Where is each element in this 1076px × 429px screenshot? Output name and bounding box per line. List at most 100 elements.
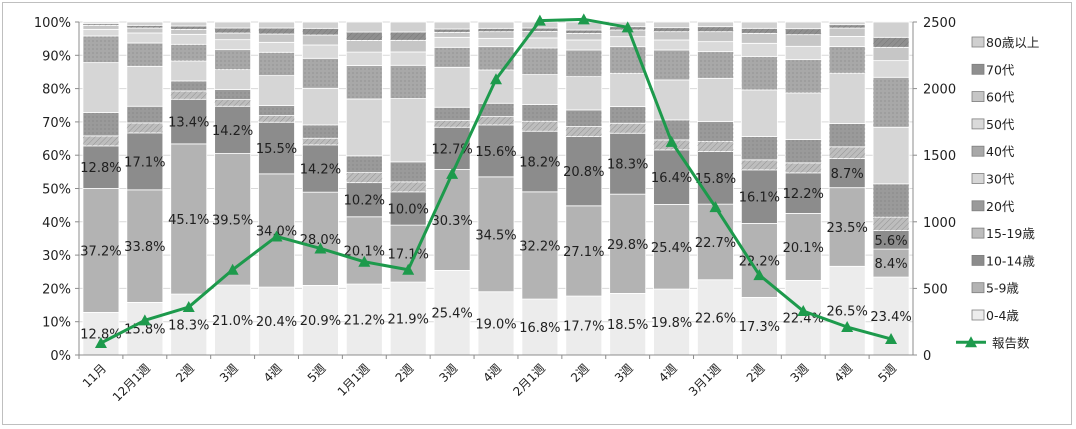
left-tick-label: 100% [34, 16, 71, 31]
bar-segment [565, 76, 603, 111]
bar-segment [740, 42, 778, 58]
data-label: 20.9% [300, 314, 341, 329]
bar-segment [170, 60, 208, 82]
legend-label: 0-4歳 [986, 308, 1019, 323]
data-label: 15.6% [475, 145, 516, 160]
data-label: 18.3% [607, 158, 648, 173]
bar-segment [170, 33, 208, 45]
bar-segment-pattern [302, 124, 339, 139]
bar-segment-pattern [697, 141, 734, 152]
data-label: 15.8% [695, 172, 736, 187]
bar-segment [565, 136, 603, 207]
data-label: 8.7% [831, 167, 864, 182]
bar-segment [214, 284, 252, 356]
data-label: 20.1% [783, 241, 824, 256]
bar-segment-pattern [697, 51, 734, 79]
bar-segment [433, 36, 471, 48]
left-tick-label: 20% [42, 282, 71, 297]
bar-segment [345, 40, 383, 53]
data-label: 39.5% [212, 213, 253, 228]
bar-segment [82, 28, 120, 37]
bar-segment-pattern [390, 31, 427, 41]
bar-segment-pattern [609, 106, 646, 124]
bar-segment-pattern [565, 109, 602, 127]
bar-segment [345, 98, 383, 157]
bar-segment [784, 45, 822, 61]
bar-segment [126, 21, 164, 26]
bar-segment [697, 41, 734, 53]
bar-segment-pattern [609, 123, 646, 134]
bar-segment [565, 295, 603, 356]
data-label: 8.4% [875, 257, 908, 272]
line-marker [402, 263, 415, 275]
line-marker [182, 301, 195, 313]
bar-segment-pattern [785, 28, 822, 35]
bar-segment-pattern [170, 90, 207, 100]
bar-segment [477, 291, 515, 356]
bar-segment-pattern [390, 181, 427, 192]
bar-segment [697, 203, 734, 281]
data-label: 29.8% [607, 238, 648, 253]
bar-segment [302, 87, 339, 126]
bar-segment [214, 105, 252, 154]
bar-segment-pattern [434, 47, 471, 68]
bar-segment [433, 21, 471, 30]
line-marker [533, 14, 546, 26]
bar-segment-pattern [170, 80, 207, 91]
bar-segment-pattern [478, 46, 514, 70]
data-label: 13.4% [168, 116, 209, 131]
x-tick-label: 4週 [261, 361, 285, 385]
right-tick-label: 1000 [923, 216, 956, 231]
legend-label: 60代 [986, 90, 1015, 105]
bar-segment [872, 60, 910, 78]
legend-swatch [971, 36, 985, 48]
bar-segment [740, 32, 778, 44]
bar-segment-pattern [741, 56, 778, 90]
data-label: 14.2% [212, 124, 253, 139]
line-marker [665, 135, 678, 147]
bar-segment [740, 296, 778, 356]
bar-segment [784, 92, 822, 140]
bar-segment-pattern [565, 126, 602, 137]
bar-segment-pattern [829, 46, 866, 74]
bar-segment-pattern [653, 27, 690, 32]
bar-segment-pattern [258, 52, 295, 76]
bar-segment-pattern [82, 135, 119, 146]
right-tick-label: 0 [923, 349, 931, 364]
bar-segment-pattern [478, 116, 514, 125]
bar-segment [345, 21, 383, 33]
data-label: 22.7% [695, 236, 736, 251]
x-tick-label: 2週 [744, 361, 768, 385]
legend-swatch [971, 309, 985, 321]
bar-segment [345, 182, 383, 218]
data-label: 12.8% [80, 161, 121, 176]
bar-segment [828, 187, 866, 267]
bar-segment [433, 270, 471, 356]
bar-segment-pattern [434, 28, 471, 33]
bar-segment [609, 292, 647, 356]
bar-segment [828, 72, 866, 124]
line-marker [577, 13, 590, 25]
data-label: 17.7% [563, 320, 604, 335]
bar-segment [828, 158, 866, 189]
bar-segment-pattern [521, 47, 558, 75]
right-tick-label: 2500 [923, 16, 956, 31]
bar-segment [828, 21, 866, 26]
bar-segment [740, 21, 778, 29]
data-label: 16.1% [739, 191, 780, 206]
bar-segment-pattern [565, 29, 602, 34]
bar-segment-pattern [785, 139, 822, 163]
x-tick-label: 3週 [217, 361, 241, 385]
bar-segment [258, 41, 295, 53]
bar-segment [82, 62, 120, 113]
x-tick-label: 4週 [831, 361, 855, 385]
right-tick-label: 1500 [923, 149, 956, 164]
bar-segment-pattern [741, 28, 778, 34]
legend-label: 30代 [986, 172, 1015, 187]
legend-line-marker [965, 336, 977, 348]
bar-segment [828, 35, 866, 47]
bar-segment-pattern [170, 25, 207, 30]
bar-segment [784, 34, 822, 47]
bar-segment-pattern [873, 37, 910, 48]
bar-segment [784, 213, 822, 281]
